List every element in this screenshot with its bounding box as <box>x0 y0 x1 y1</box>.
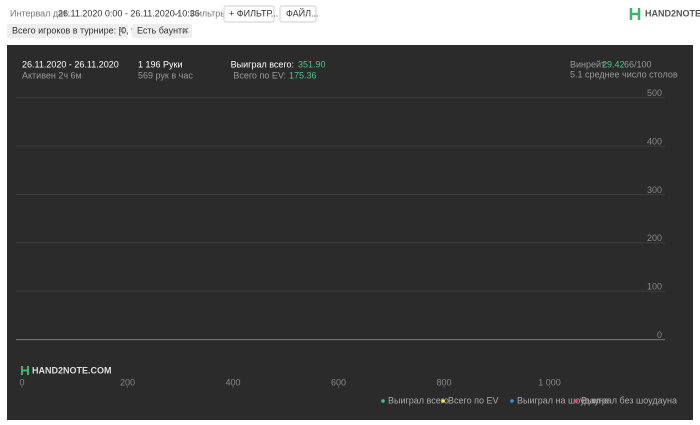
legend-dot <box>441 399 445 403</box>
dates: 26.11.2020 - 26.11.2020 <box>22 59 119 69</box>
x-tick-label: 600 <box>331 377 346 387</box>
hands-per-hour: 569 рук в час <box>138 70 193 80</box>
won-value: 351.90 <box>298 59 326 69</box>
hands: 1 196 Руки <box>138 59 183 69</box>
y-tick-label: 0 <box>657 330 662 340</box>
y-tick-label: 500 <box>647 88 662 98</box>
y-tick-label: 200 <box>647 233 662 243</box>
x-tick-label: 800 <box>436 377 451 387</box>
legend-label: Выиграл всего <box>388 395 449 405</box>
logo: HAND2NOTE.COM <box>645 8 700 18</box>
x-tick-label: 1 000 <box>538 377 561 387</box>
legend-dot <box>574 399 578 403</box>
dropdown-arrow <box>172 11 180 16</box>
x-tick-label: 200 <box>120 377 135 387</box>
file-button-text: ФАЙЛ... <box>286 7 319 18</box>
filter-button-text: + ФИЛЬТР... <box>229 8 278 18</box>
watermark: HAND2NOTE.COM <box>32 365 112 375</box>
x-tick-label: 400 <box>225 377 240 387</box>
legend-dot <box>381 399 385 403</box>
legend-label: Всего по EV <box>448 395 498 405</box>
x-tick-label: 0 <box>19 377 24 387</box>
panel <box>7 45 693 420</box>
filter-button[interactable] <box>223 5 275 23</box>
ev-label: Всего по EV: <box>233 70 286 80</box>
chip[interactable] <box>7 24 128 38</box>
chip-text: Всего игроков в турнире: [0, 9] <box>12 25 139 35</box>
file-button[interactable] <box>279 5 317 23</box>
date-range[interactable]: 26.11.2020 0:00 - 26.11.2020 10:36 <box>58 8 200 18</box>
active-time: Активен 2ч 6м <box>22 70 82 80</box>
legend-label: Выиграл на шоудауне <box>517 395 609 405</box>
winrate-value: 29.42 <box>602 59 625 69</box>
y-tick-label: 100 <box>647 282 662 292</box>
legend-label: Выиграл без шоудауна <box>581 395 677 405</box>
won-label: Выиграл всего: <box>231 59 294 69</box>
y-tick-label: 400 <box>647 136 662 146</box>
ev-value: 175.36 <box>289 70 317 80</box>
chip[interactable] <box>132 24 192 38</box>
chip-close[interactable]: ✕ <box>182 25 190 35</box>
y-tick-label: 300 <box>647 185 662 195</box>
filters-label: Фильтры: <box>190 8 229 18</box>
chip-close[interactable]: ✕ <box>118 25 126 35</box>
winrate-unit: 66/100 <box>624 59 652 69</box>
date-label: Интервал дат: <box>10 8 70 18</box>
legend-dot <box>510 399 514 403</box>
logo-icon <box>629 8 641 20</box>
winrate-label: Винрейт: <box>570 59 608 69</box>
tables: 5.1 среднее число столов <box>570 69 678 79</box>
chip-text: Есть баунти <box>137 25 187 35</box>
watermark-icon <box>21 366 29 375</box>
